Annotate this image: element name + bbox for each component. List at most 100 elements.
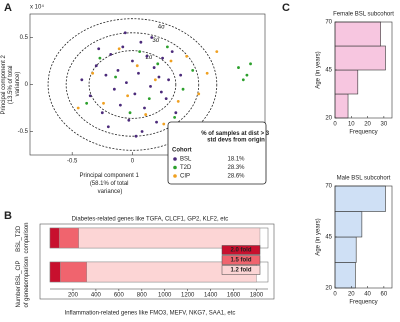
y-axis-label: Age (in years): [316, 218, 322, 255]
panel-label: A: [4, 2, 12, 14]
point: [128, 111, 132, 115]
y-multiplier: x 10⁴: [30, 4, 44, 11]
point: [135, 64, 139, 68]
point: [241, 78, 245, 82]
point: [106, 125, 110, 129]
legend-swatch: [221, 255, 261, 265]
x-tick-label: 600: [114, 293, 125, 299]
x-tick-label: 20: [364, 122, 371, 128]
x-tick-label: 0: [333, 122, 337, 128]
sigma-label: 3σ: [152, 38, 159, 44]
x-tick-label: 1800: [250, 293, 264, 299]
x-axis-label: Principal component 1 (58.1% of total va…: [79, 173, 140, 195]
point: [174, 111, 178, 115]
point: [139, 40, 143, 44]
point: [114, 75, 117, 79]
category-label: BSL_CIP comparison: [16, 256, 30, 287]
legend-marker: [173, 165, 177, 170]
x-tick-label: 1000: [158, 293, 172, 299]
point: [150, 36, 154, 39]
chart-title: Male BSL subcohort: [337, 176, 391, 182]
y-tick-label: 45: [325, 68, 332, 74]
legend-label: 1.5 fold: [230, 258, 251, 264]
y-tick-label: 20: [325, 116, 332, 122]
point: [147, 97, 151, 100]
point: [94, 64, 98, 68]
point: [125, 81, 128, 85]
point: [205, 71, 209, 75]
y-tick-label: 45: [325, 235, 332, 241]
point: [127, 118, 131, 122]
point: [245, 73, 249, 77]
point: [118, 103, 122, 107]
bar-segment: [78, 227, 261, 249]
x-tick-label: 30: [381, 122, 388, 128]
y-tick-label: 70: [325, 20, 332, 26]
panel-frame: [39, 223, 275, 300]
bar-segment: [60, 261, 87, 283]
point: [138, 50, 142, 53]
sigma-label: 4σ: [158, 25, 165, 31]
x-tick-label: 800: [137, 293, 148, 299]
x-axis-label: Frequency: [349, 300, 377, 306]
point: [97, 47, 101, 51]
point: [165, 45, 169, 49]
point: [91, 71, 95, 75]
point: [197, 92, 201, 96]
point: [143, 106, 146, 110]
point: [162, 122, 166, 126]
legend-swatch: [221, 265, 261, 275]
bar-segment: [49, 261, 61, 283]
point: [131, 59, 134, 63]
legend-heading: Cohort: [172, 148, 192, 154]
point: [104, 73, 108, 77]
point: [76, 106, 80, 110]
point: [249, 62, 252, 66]
x-tick-label: 20: [348, 292, 355, 298]
sigma-circle: [65, 32, 200, 137]
point: [237, 66, 240, 69]
hist-bar: [334, 45, 386, 71]
y-tick-label: 0.5: [20, 35, 29, 41]
point: [109, 53, 113, 56]
sigma-label: 2σ: [145, 55, 152, 61]
point: [116, 69, 120, 72]
x-axis-label: Number of genes: [16, 284, 30, 307]
annotation: Inflammation-related genes like FMO3, ME…: [65, 311, 236, 317]
x-axis-label: Frequency: [349, 130, 377, 136]
chart-title: Female BSL subcohort: [333, 12, 394, 18]
legend-label: 1.2 fold: [230, 268, 251, 274]
hist-bar: [334, 93, 349, 119]
point: [152, 66, 156, 69]
sigma-circle: [47, 18, 218, 151]
y-tick-label: 0: [25, 82, 29, 88]
point: [123, 31, 127, 35]
point: [140, 130, 144, 133]
point: [181, 87, 185, 91]
legend-label: 2.0 fold: [230, 248, 251, 254]
hist-bar: [334, 262, 356, 289]
point: [179, 73, 183, 77]
bar-segment: [49, 227, 60, 249]
x-tick-label: 40: [364, 292, 371, 298]
legend-box: [167, 121, 267, 185]
point: [88, 94, 92, 98]
annotation: Diabetes-related genes like TGFA, CLCF1,…: [72, 217, 229, 223]
point: [137, 71, 140, 75]
point: [185, 54, 189, 58]
point: [134, 134, 138, 138]
point: [161, 56, 164, 60]
legend-value: 18.1%: [227, 157, 245, 163]
point: [149, 84, 152, 88]
x-tick-label: 0: [333, 292, 337, 298]
y-axis-label: Principal component 2 (13.5% of total va…: [1, 53, 21, 114]
legend-label: T2D: [180, 165, 192, 171]
x-tick-label: -0.5: [67, 159, 78, 165]
point: [133, 92, 137, 96]
hist-bar: [334, 185, 386, 212]
y-tick-label: 20: [325, 286, 332, 292]
legend-swatch: [221, 245, 261, 255]
x-tick-label: 200: [68, 293, 79, 299]
